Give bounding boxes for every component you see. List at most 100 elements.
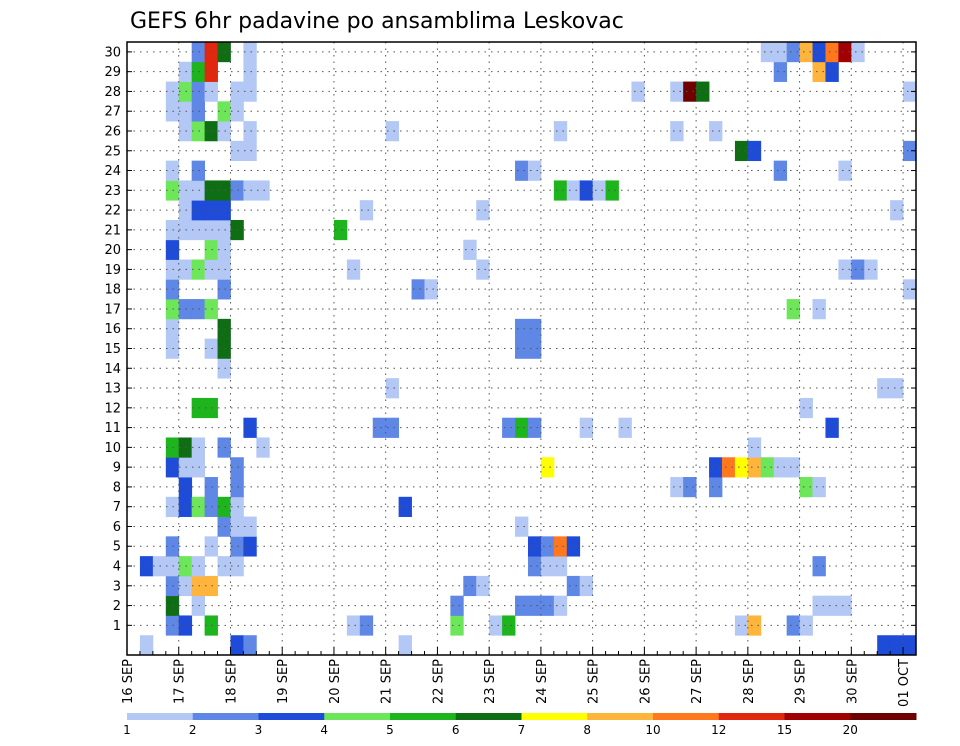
ensemble-cell — [709, 457, 723, 478]
ensemble-cell — [592, 180, 606, 201]
ensemble-cell — [773, 42, 788, 63]
x-tick-label: 17 SEP — [173, 659, 188, 704]
ensemble-cell — [385, 121, 400, 142]
colorbar-label: 2 — [189, 723, 197, 737]
colorbar-label: 5 — [386, 723, 394, 737]
ensemble-cell — [165, 496, 180, 517]
x-tick-label: 20 SEP — [328, 659, 343, 704]
ensemble-cell — [812, 42, 826, 63]
ensemble-cell — [243, 81, 257, 102]
ensemble-cell — [178, 61, 193, 82]
ensemble-cell — [165, 595, 180, 616]
y-tick-label: 2 — [113, 599, 121, 614]
y-tick-label: 3 — [113, 579, 121, 594]
x-tick-label: 24 SEP — [535, 659, 550, 704]
ensemble-cell — [540, 556, 555, 577]
ensemble-cell — [903, 140, 917, 162]
ensemble-cell — [385, 417, 400, 438]
colorbar-label: 1 — [123, 723, 131, 737]
ensemble-cell — [178, 259, 193, 280]
ensemble-cell — [230, 457, 244, 478]
ensemble-cell — [553, 556, 568, 577]
ensemble-cell — [553, 536, 568, 557]
x-tick-label: 30 SEP — [845, 659, 860, 704]
ensemble-cell — [217, 437, 231, 458]
ensemble-cell — [178, 299, 193, 320]
ensemble-cell — [903, 279, 917, 300]
ensemble-cell — [165, 338, 180, 359]
ensemble-cell — [760, 457, 775, 478]
x-tick-label: 27 SEP — [690, 659, 705, 704]
ensemble-cell — [527, 417, 542, 438]
ensemble-cell — [359, 615, 374, 636]
colorbar-label: 12 — [711, 723, 726, 737]
x-tick-label: 26 SEP — [638, 659, 653, 704]
x-tick-label: 25 SEP — [587, 659, 602, 704]
ensemble-cell — [476, 575, 490, 597]
ensemble-cell — [812, 299, 826, 320]
colorbar-segment — [258, 713, 325, 720]
ensemble-cell — [812, 595, 826, 616]
ensemble-cell — [825, 417, 839, 438]
y-tick-label: 12 — [104, 401, 121, 416]
ensemble-cell — [217, 338, 231, 359]
x-tick-label: 21 SEP — [380, 659, 395, 704]
ensemble-cell — [165, 239, 180, 260]
ensemble-cell — [230, 180, 244, 201]
ensemble-cell — [217, 200, 231, 221]
ensemble-cell — [165, 575, 180, 597]
ensemble-cell — [398, 496, 412, 517]
colorbar-segment — [653, 713, 720, 720]
x-tick-label: 29 SEP — [794, 659, 809, 704]
ensemble-cell — [553, 121, 568, 142]
ensemble-cell — [243, 516, 257, 537]
colorbar-label: 7 — [518, 723, 526, 737]
ensemble-cell — [605, 180, 619, 201]
ensemble-cell — [191, 219, 205, 241]
ensemble-cell — [204, 477, 218, 498]
ensemble-cell — [825, 42, 839, 63]
colorbar-label: 15 — [777, 723, 792, 737]
y-tick-label: 28 — [104, 85, 121, 100]
ensemble-cell — [230, 516, 244, 537]
ensemble-cell — [566, 180, 581, 201]
colorbar-segment — [587, 713, 654, 720]
ensemble-cell — [515, 338, 529, 359]
ensemble-cell — [527, 556, 542, 577]
x-tick-label: 23 SEP — [483, 659, 498, 704]
ensemble-cell — [890, 635, 904, 656]
y-tick-label: 22 — [104, 204, 121, 219]
ensemble-cell — [773, 457, 788, 478]
ensemble-cell — [178, 200, 193, 221]
ensemble-cell — [243, 61, 257, 82]
ensemble-cell — [903, 81, 917, 102]
ensemble-cell — [217, 219, 231, 241]
ensemble-cell — [191, 121, 205, 142]
y-tick-label: 5 — [113, 540, 121, 555]
y-tick-label: 26 — [104, 124, 121, 139]
ensemble-cell — [191, 42, 205, 63]
x-axis: 16 SEP 17 SEP 18 SEP 19 SEP 20 SEP 21 SEP 22 S… — [121, 647, 912, 707]
y-tick-label: 14 — [104, 362, 121, 377]
x-tick-label: 01 OCT — [897, 659, 912, 707]
ensemble-cell — [579, 180, 594, 201]
ensemble-cell — [385, 378, 400, 399]
ensemble-cell — [579, 575, 594, 597]
ensemble-cell — [670, 121, 684, 142]
y-tick-label: 24 — [104, 164, 121, 179]
ensemble-cell — [178, 575, 193, 597]
ensemble-cell — [243, 536, 257, 557]
ensemble-cell — [476, 200, 490, 221]
ensemble-cell — [540, 457, 555, 478]
ensemble-cell — [230, 101, 244, 122]
ensemble-cell — [553, 595, 568, 616]
ensemble-cell — [217, 180, 231, 201]
ensemble-cell — [204, 615, 218, 636]
ensemble-cell — [165, 160, 180, 181]
ensemble-cell — [527, 595, 542, 616]
ensemble-cell — [838, 259, 852, 280]
ensemble-cell — [903, 635, 917, 656]
colorbar-label: 10 — [645, 723, 660, 737]
ensemble-cell — [696, 81, 710, 102]
colorbar-segment — [324, 713, 391, 720]
